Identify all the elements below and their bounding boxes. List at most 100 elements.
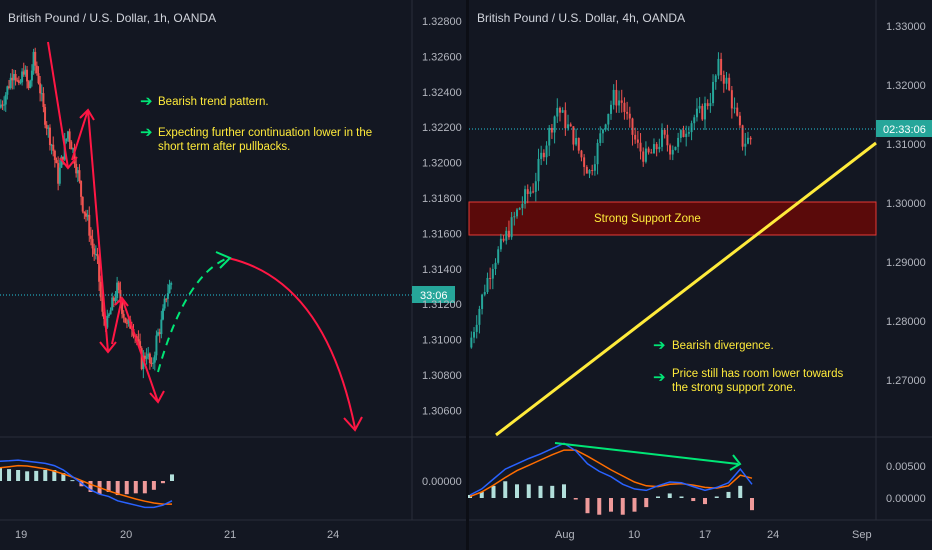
candle-body (21, 71, 24, 83)
candle-body (86, 214, 89, 217)
candle-body (73, 148, 76, 164)
candle-body (749, 137, 752, 140)
red-arrowhead-3 (99, 341, 117, 354)
candle-body (111, 297, 114, 311)
right-price-axis[interactable]: 1.33000 1.32000 1.31000 1.30000 1.29000 1.280… (886, 21, 926, 387)
candle-body (733, 107, 736, 109)
candle-body (591, 170, 594, 172)
macd-histogram-bar (170, 474, 174, 481)
candle-body (65, 138, 68, 141)
y-tick: 1.31200 (422, 299, 462, 311)
candle-body (99, 281, 102, 298)
macd-signal-line (0, 464, 172, 505)
candle-body (524, 189, 527, 204)
candle-body (109, 310, 112, 315)
yellow-trendline[interactable] (495, 141, 877, 437)
y-tick: 1.32800 (422, 16, 462, 28)
candle-body (26, 69, 29, 82)
red-arrow-down-2 (87, 109, 109, 353)
macd-histogram-bar (644, 498, 649, 508)
candle-body (685, 133, 688, 138)
candle-body (1, 104, 4, 106)
red-arrow-up-2 (111, 297, 123, 345)
support-zone-label: Strong Support Zone (594, 213, 701, 225)
candle-body (37, 73, 40, 84)
candle-body (652, 144, 655, 154)
candle-body (60, 156, 63, 168)
candle-body (42, 93, 45, 108)
candle-body (623, 102, 626, 112)
candle-body (575, 138, 578, 145)
candle-body (35, 65, 38, 74)
left-time-axis[interactable]: 19 20 21 24 (15, 529, 339, 541)
candle-body (94, 253, 97, 255)
candle-body (140, 348, 143, 370)
right-note-2-line1: Price still has room lower towards (672, 368, 844, 380)
candle-body (12, 73, 15, 81)
candle-body (121, 302, 124, 314)
panel-divider[interactable] (466, 0, 469, 550)
candle-body (83, 211, 86, 214)
y-tick: 1.32000 (886, 80, 926, 92)
candle-body (98, 256, 101, 282)
macd-histogram-bar (115, 481, 120, 496)
candle-body (690, 123, 693, 133)
candle-body (17, 80, 20, 83)
divergence-arrowhead (729, 454, 742, 471)
candle-body (125, 322, 128, 324)
candle-body (75, 163, 78, 174)
candle-body (526, 189, 529, 194)
candle-body (58, 167, 61, 184)
candle-body (170, 282, 173, 285)
y-tick: 1.31400 (422, 264, 462, 276)
candle-body (34, 51, 37, 66)
left-annotation-2: ➔ Expecting further continuation lower i… (140, 124, 372, 153)
candle-body (19, 82, 22, 84)
macd-histogram-bar (70, 480, 75, 482)
candle-body (478, 308, 481, 325)
candle-body (24, 69, 27, 75)
macd-histogram-bar (620, 498, 625, 515)
candle-body (91, 238, 94, 249)
candle-body (483, 292, 486, 295)
candle-body (521, 203, 524, 209)
candle-body (717, 58, 720, 76)
candle-body (155, 335, 158, 356)
macd-histogram-bar (491, 485, 496, 498)
candle-body (548, 127, 551, 146)
candle-body (650, 152, 653, 154)
green-arrow-icon: ➔ (140, 93, 153, 110)
red-projection-curve (227, 257, 356, 429)
candle-body (78, 170, 81, 181)
candle-body (153, 355, 156, 363)
candle-body (634, 134, 637, 140)
candle-body (682, 130, 685, 138)
candle-body (537, 158, 540, 182)
right-time-axis[interactable]: Aug 10 17 24 Sep (555, 529, 872, 541)
left-price-axis[interactable]: 1.32800 1.32600 1.32400 1.32200 1.32000 1.318… (422, 16, 462, 417)
candle-body (618, 100, 621, 106)
candle-body (746, 137, 749, 144)
candle-body (32, 51, 35, 71)
candle-body (580, 150, 583, 158)
candle-body (127, 319, 130, 323)
macd-histogram-bar (16, 470, 21, 481)
candle-body (66, 131, 69, 139)
candle-body (3, 104, 6, 106)
macd-histogram-bar (585, 498, 590, 514)
candle-body (124, 317, 127, 323)
green-arrow-icon: ➔ (653, 369, 666, 386)
macd-histogram-bar (0, 467, 2, 481)
y-tick: 1.32600 (422, 51, 462, 63)
candle-body (507, 230, 510, 238)
macd-histogram-bar (573, 498, 578, 500)
right-price-label: 02:33:06 (883, 124, 926, 136)
candle-body (620, 100, 623, 103)
candle-body (475, 324, 478, 332)
right-price-label-box (876, 120, 932, 137)
y-tick: 1.30600 (422, 405, 462, 417)
x-tick: 21 (224, 529, 236, 541)
x-tick: 17 (699, 529, 711, 541)
y-tick: 1.32200 (422, 122, 462, 134)
strong-support-zone[interactable] (468, 201, 877, 236)
